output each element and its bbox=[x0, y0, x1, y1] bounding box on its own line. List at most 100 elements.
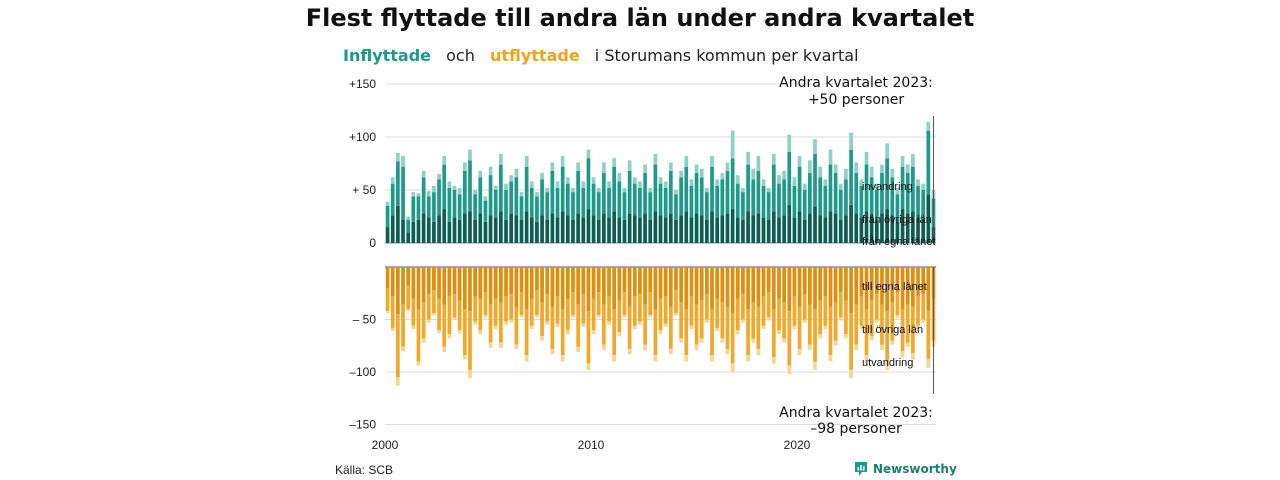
bar-in_egna bbox=[900, 209, 905, 243]
bar-out_ovriga bbox=[607, 296, 611, 322]
bar-out_egna bbox=[869, 267, 874, 301]
bar-in_invandring bbox=[808, 160, 812, 174]
bar-in_invandring bbox=[885, 143, 889, 159]
bar-in_ovriga bbox=[632, 183, 637, 216]
bar-out_utvandring bbox=[488, 342, 493, 348]
bar-out_egna bbox=[447, 267, 452, 297]
bar-in_ovriga bbox=[761, 185, 766, 218]
bar-out_ovriga bbox=[720, 302, 725, 339]
bar-out_ovriga bbox=[885, 311, 889, 362]
bar-out_egna bbox=[818, 267, 823, 301]
bar-out_ovriga bbox=[699, 300, 704, 339]
bar-in_ovriga bbox=[777, 183, 781, 218]
bar-out_egna bbox=[725, 267, 730, 307]
bar-in_invandring bbox=[741, 187, 745, 193]
bar-in_ovriga bbox=[808, 173, 812, 214]
bar-in_invandring bbox=[529, 181, 534, 188]
bar-in_ovriga bbox=[699, 177, 704, 216]
bar-in_invandring bbox=[648, 187, 653, 193]
bar-in_invandring bbox=[890, 168, 895, 178]
bar-out_utvandring bbox=[632, 325, 637, 329]
bar-in_ovriga bbox=[859, 185, 864, 218]
bar-in_egna bbox=[648, 219, 653, 243]
bar-out_egna bbox=[689, 267, 694, 297]
bar-out_utvandring bbox=[638, 321, 642, 325]
bar-out_ovriga bbox=[416, 309, 421, 362]
bar-in_invandring bbox=[900, 156, 905, 167]
brand-name: Newsworthy bbox=[873, 462, 957, 476]
chart-title: Flest flyttade till andra län under andr… bbox=[305, 4, 975, 32]
bar-out_utvandring bbox=[787, 365, 792, 375]
bar-in_invandring bbox=[416, 193, 421, 197]
bar-out_utvandring bbox=[452, 317, 457, 320]
bar-out_utvandring bbox=[653, 355, 658, 362]
bar-in_invandring bbox=[813, 139, 817, 154]
bar-out_egna bbox=[777, 267, 781, 299]
bar-in_ovriga bbox=[648, 192, 653, 220]
bar-out_ovriga bbox=[766, 292, 771, 318]
bar-out_utvandring bbox=[684, 355, 689, 362]
bar-out_ovriga bbox=[859, 296, 864, 326]
bar-in_invandring bbox=[447, 181, 452, 188]
series-label-in: från övriga län bbox=[862, 214, 932, 226]
bar-in_invandring bbox=[540, 173, 544, 180]
bar-in_ovriga bbox=[895, 194, 900, 222]
bar-out_utvandring bbox=[849, 369, 853, 379]
bar-out_ovriga bbox=[741, 294, 745, 320]
bar-in_invandring bbox=[452, 185, 457, 190]
bar-in_ovriga bbox=[514, 177, 519, 216]
annotation-top-line1: Andra kvartalet 2023: bbox=[779, 75, 933, 91]
bar-out_utvandring bbox=[905, 342, 910, 347]
bar-out_egna bbox=[808, 267, 812, 305]
bar-in_egna bbox=[452, 217, 457, 243]
bar-in_invandring bbox=[432, 185, 436, 193]
bar-out_egna bbox=[792, 267, 797, 297]
bar-out_egna bbox=[751, 267, 756, 303]
bar-out_utvandring bbox=[735, 330, 740, 335]
bar-out_ovriga bbox=[447, 296, 452, 335]
bar-in_ovriga bbox=[591, 183, 596, 216]
bar-out_utvandring bbox=[859, 325, 864, 329]
bar-out_egna bbox=[571, 267, 575, 293]
bar-in_egna bbox=[565, 215, 570, 243]
bar-out_egna bbox=[674, 267, 678, 291]
bar-out_utvandring bbox=[591, 330, 596, 335]
bar-out_egna bbox=[602, 267, 606, 305]
bar-in_invandring bbox=[854, 162, 859, 174]
bar-out_utvandring bbox=[555, 323, 560, 327]
bar-out_ovriga bbox=[653, 309, 658, 356]
bar-out_ovriga bbox=[426, 294, 431, 320]
bar-out_egna bbox=[684, 267, 689, 309]
bar-in_egna bbox=[385, 227, 390, 243]
bar-in_invandring bbox=[802, 183, 807, 190]
bar-out_egna bbox=[813, 267, 817, 309]
bar-in_egna bbox=[390, 215, 395, 243]
bar-in_egna bbox=[426, 217, 431, 243]
source-note: Källa: SCB bbox=[335, 463, 394, 477]
bar-out_utvandring bbox=[720, 338, 725, 343]
bar-in_invandring bbox=[437, 174, 441, 180]
bar-in_egna bbox=[447, 221, 452, 243]
bar-in_invandring bbox=[607, 181, 611, 188]
bar-out_ovriga bbox=[457, 300, 462, 330]
bar-in_invandring bbox=[627, 160, 632, 171]
bar-in_ovriga bbox=[869, 177, 874, 216]
bar-in_invandring bbox=[519, 192, 524, 197]
bar-out_ovriga bbox=[730, 313, 735, 364]
bar-in_egna bbox=[694, 213, 699, 243]
bar-in_egna bbox=[674, 219, 678, 243]
bar-in_invandring bbox=[761, 179, 766, 186]
bar-in_ovriga bbox=[663, 187, 668, 218]
bar-out_egna bbox=[488, 267, 493, 305]
bar-out_ovriga bbox=[602, 304, 606, 345]
bar-out_egna bbox=[499, 267, 503, 303]
series-label-out: till egna länet bbox=[862, 281, 927, 293]
bar-in_egna bbox=[493, 217, 498, 243]
bar-out_ovriga bbox=[689, 296, 694, 326]
annotation-bottom-line1: Andra kvartalet 2023: bbox=[779, 405, 933, 421]
bar-in_invandring bbox=[468, 149, 472, 161]
bar-out_egna bbox=[401, 267, 405, 305]
bar-out_egna bbox=[545, 267, 550, 295]
bar-in_ovriga bbox=[607, 187, 611, 218]
bar-in_egna bbox=[576, 213, 580, 243]
